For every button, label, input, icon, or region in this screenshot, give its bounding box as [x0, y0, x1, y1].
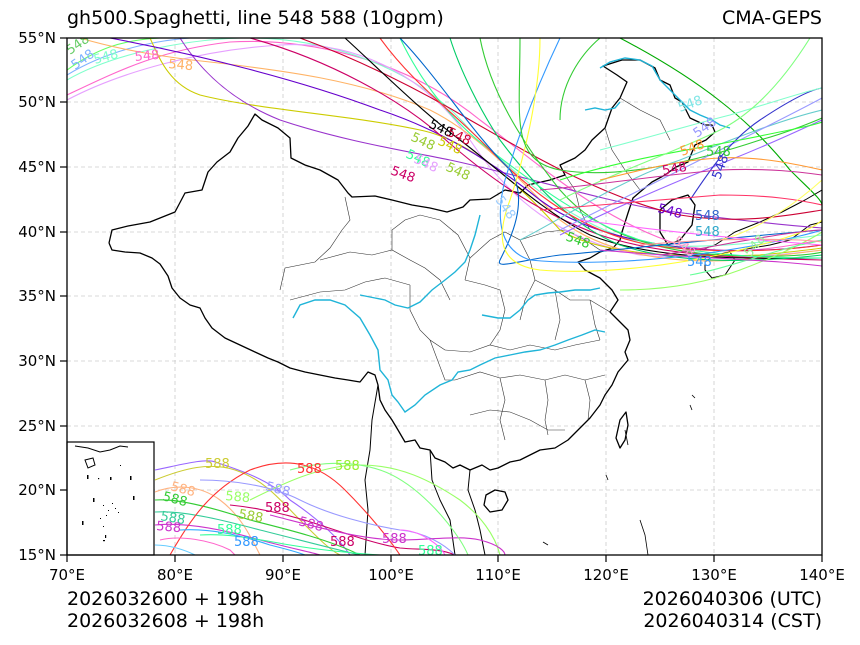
- svg-text:588: 588: [156, 519, 182, 536]
- svg-text:548: 548: [661, 160, 688, 179]
- rivers: [292, 57, 731, 413]
- svg-text:588: 588: [217, 523, 242, 538]
- lat-label-45: 45°N: [18, 158, 56, 176]
- svg-text:588: 588: [205, 457, 230, 472]
- lon-label-130: 130°E: [691, 566, 737, 584]
- lon-label-70: 70°E: [49, 566, 85, 584]
- svg-text:548: 548: [492, 194, 519, 223]
- lat-label-15: 15°N: [18, 546, 56, 564]
- lon-label-90: 90°E: [265, 566, 301, 584]
- svg-text:588: 588: [169, 479, 197, 500]
- svg-text:588: 588: [265, 501, 290, 516]
- svg-text:588: 588: [234, 535, 259, 550]
- longitude-axis: [66, 555, 823, 562]
- init-time-cst: 2026032608 + 198h: [67, 610, 265, 632]
- model-name: CMA-GEPS: [721, 7, 822, 29]
- svg-text:548: 548: [134, 48, 160, 65]
- svg-text:548: 548: [695, 209, 720, 224]
- svg-text:588: 588: [159, 509, 186, 528]
- lat-label-50: 50°N: [18, 93, 56, 111]
- svg-text:588: 588: [264, 479, 292, 500]
- svg-text:588: 588: [297, 462, 322, 477]
- lat-label-55: 55°N: [18, 29, 56, 47]
- lat-label-40: 40°N: [18, 223, 56, 241]
- svg-text:548: 548: [676, 93, 704, 116]
- svg-text:588: 588: [161, 489, 189, 510]
- svg-text:588: 588: [330, 535, 355, 550]
- contour-588-lines: [67, 460, 506, 555]
- init-time-block: 2026032600 + 198h 2026032608 + 198h: [67, 588, 264, 632]
- svg-text:588: 588: [335, 459, 360, 474]
- svg-text:548: 548: [687, 255, 712, 270]
- lat-label-30: 30°N: [18, 352, 56, 370]
- contour-588-labels: 588 588 588 588 588 588 588 588 588 588 …: [156, 457, 443, 559]
- lat-label-35: 35°N: [18, 287, 56, 305]
- init-time-utc: 2026032600 + 198h: [67, 588, 265, 610]
- latitude-labels: 15°N 20°N 25°N 30°N 35°N 40°N 45°N 50°N …: [18, 29, 56, 564]
- islands: [542, 394, 696, 555]
- lat-label-25: 25°N: [18, 417, 56, 435]
- lon-label-140: 140°E: [799, 566, 845, 584]
- svg-text:588: 588: [225, 489, 251, 506]
- lon-label-80: 80°E: [157, 566, 193, 584]
- lon-label-110: 110°E: [475, 566, 521, 584]
- valid-time-cst: 2026040314 (CST): [643, 610, 822, 632]
- svg-text:548: 548: [168, 57, 194, 74]
- chart-title: gh500.Spaghetti, line 548 588 (10gpm): [67, 7, 444, 29]
- svg-text:588: 588: [418, 544, 443, 559]
- svg-text:548: 548: [695, 225, 720, 240]
- svg-text:588: 588: [382, 532, 407, 547]
- province-borders: [279, 97, 671, 441]
- svg-text:548: 548: [656, 201, 684, 222]
- lon-label-100: 100°E: [368, 566, 414, 584]
- svg-text:588: 588: [297, 514, 325, 535]
- longitude-labels: 70°E 80°E 90°E 100°E 110°E 120°E 130°E 1…: [49, 566, 845, 584]
- latitude-axis: [60, 37, 67, 556]
- lon-label-120: 120°E: [583, 566, 629, 584]
- svg-text:548: 548: [92, 47, 120, 68]
- svg-text:548: 548: [564, 230, 592, 253]
- lat-label-20: 20°N: [18, 481, 56, 499]
- valid-time-block: 2026040306 (UTC) 2026040314 (CST): [643, 588, 822, 632]
- svg-text:548: 548: [706, 145, 731, 160]
- valid-time-utc: 2026040306 (UTC): [642, 588, 822, 610]
- south-china-sea-inset: [66, 441, 155, 556]
- contour-548-lines: [67, 38, 822, 291]
- svg-text:588: 588: [237, 507, 264, 526]
- svg-text:548: 548: [678, 137, 706, 160]
